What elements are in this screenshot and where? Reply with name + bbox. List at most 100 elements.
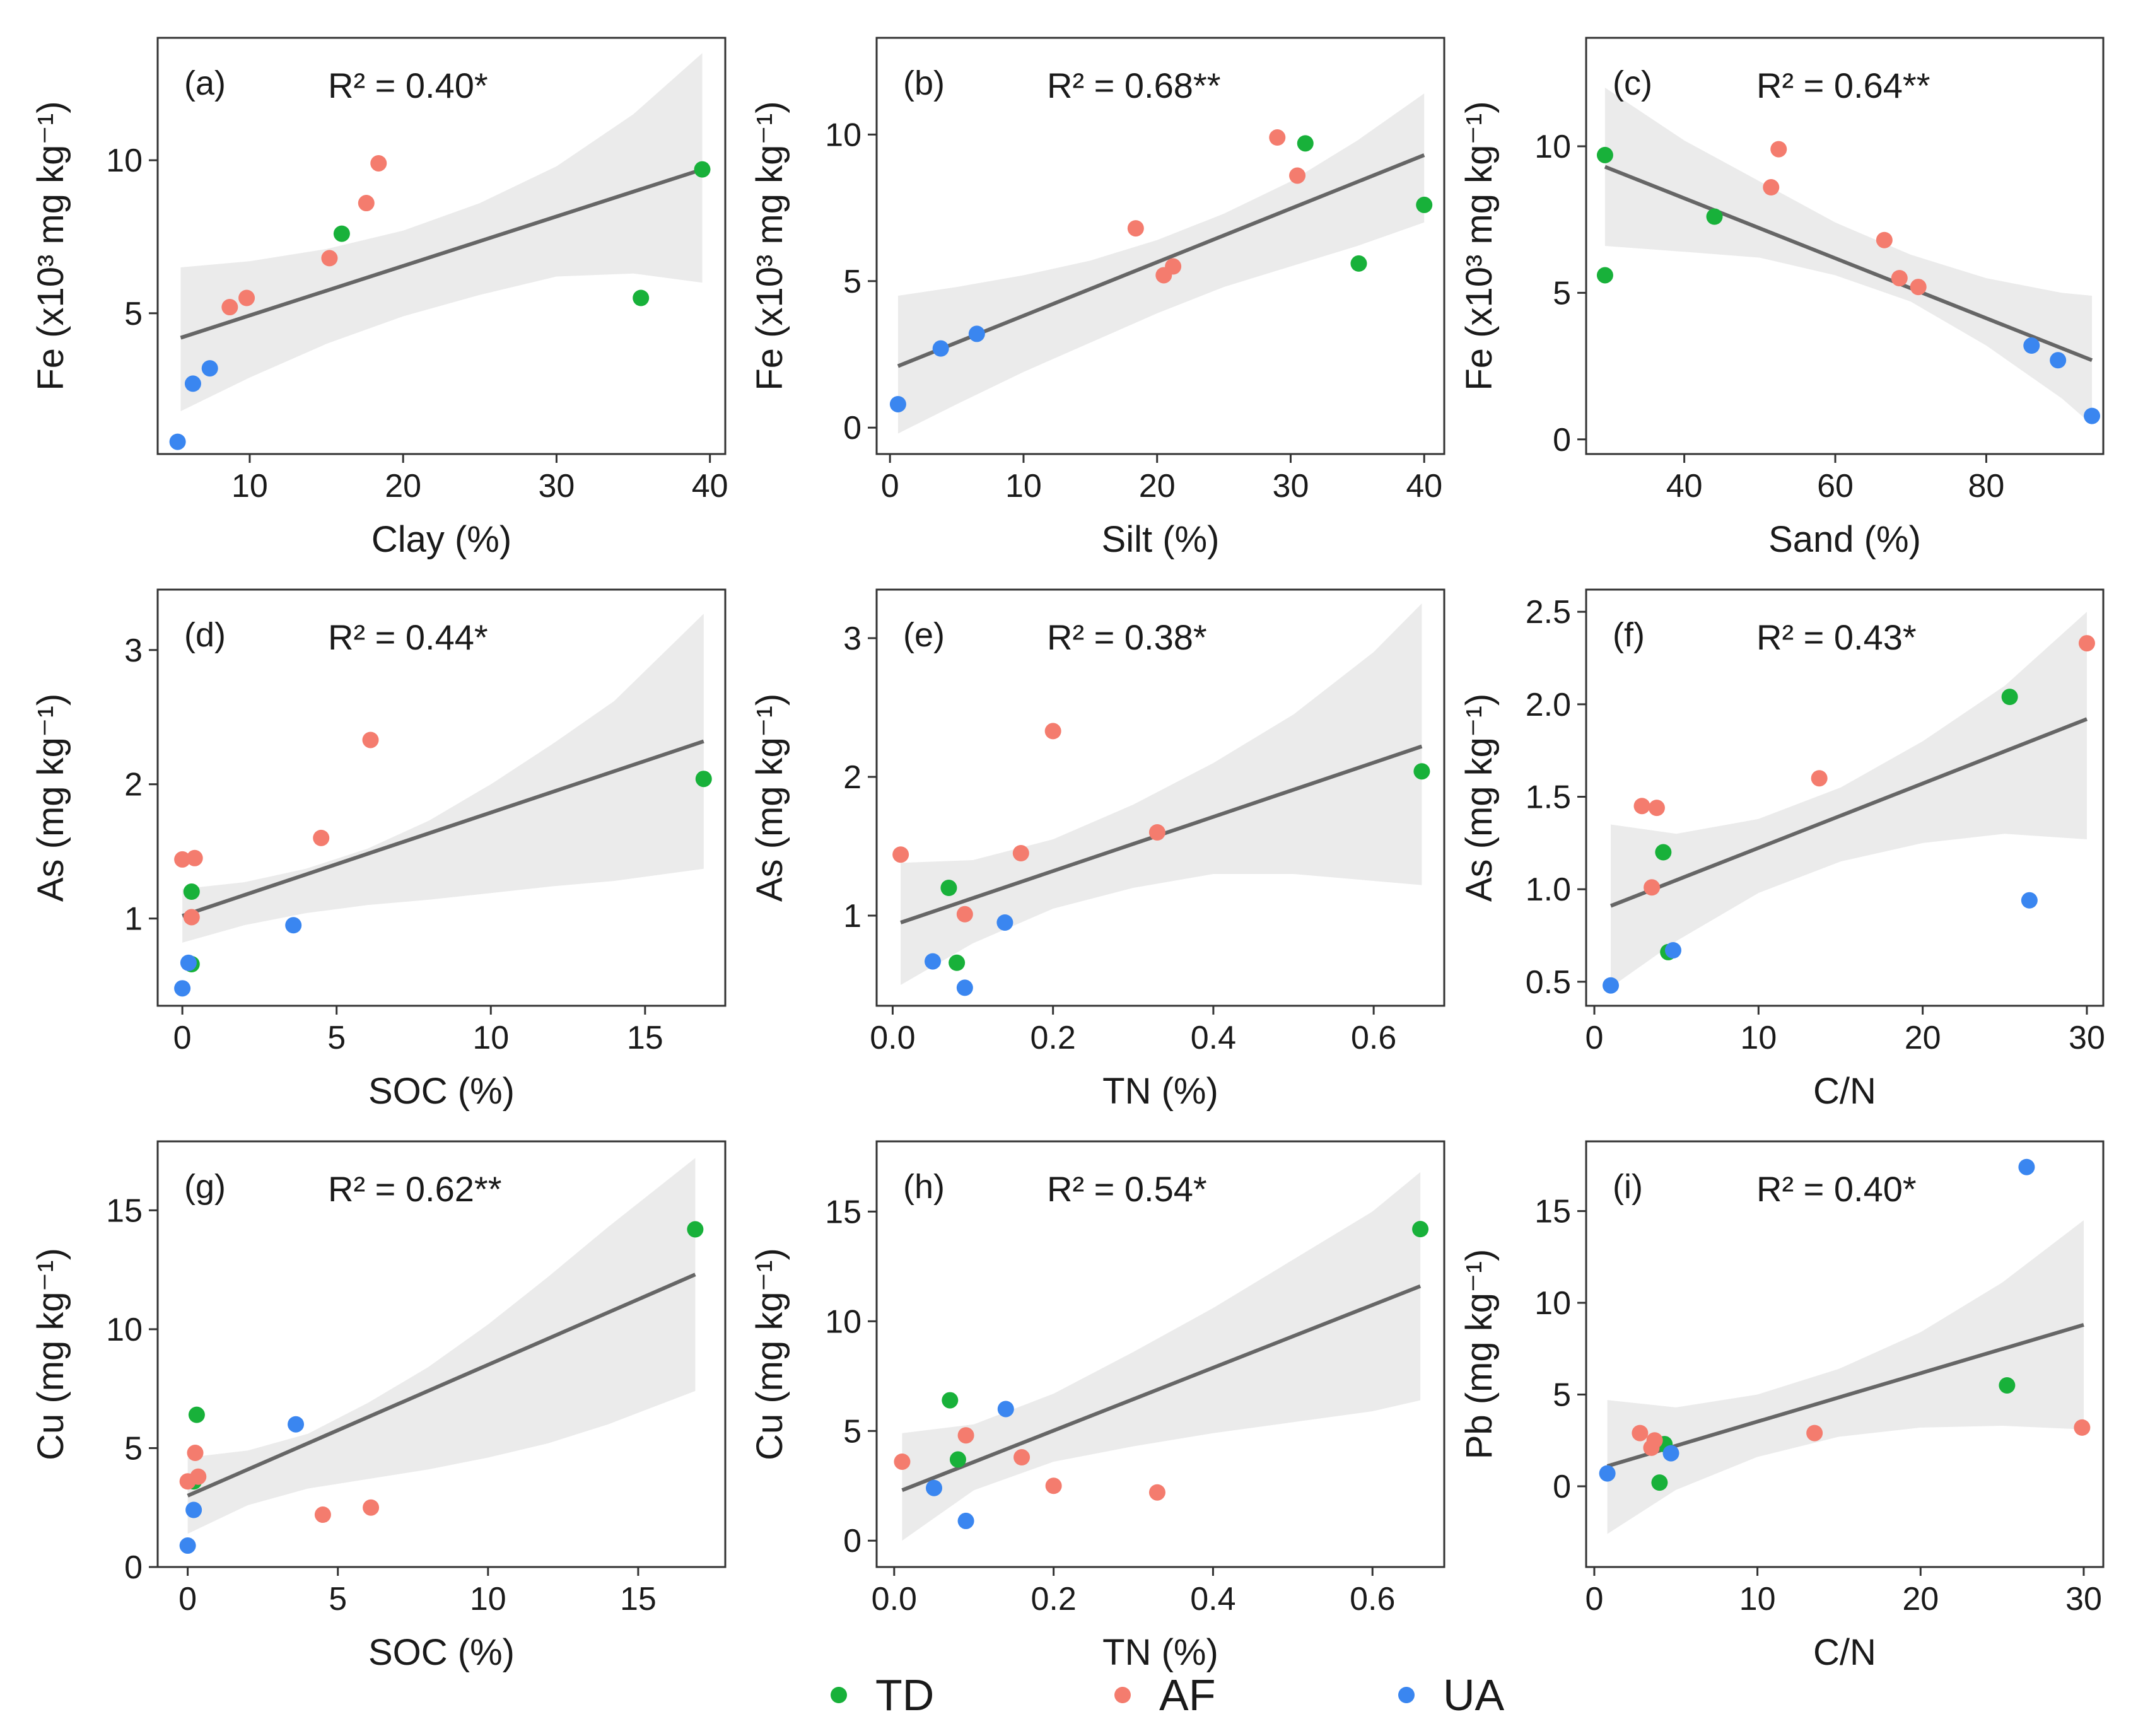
data-point-td: [1297, 135, 1314, 152]
x-tick-label: 30: [539, 468, 575, 504]
data-point-td: [949, 954, 966, 971]
data-point-af: [321, 250, 338, 267]
y-tick-label: 2.0: [1526, 687, 1571, 723]
y-tick-label: 10: [106, 143, 143, 179]
r-squared-label: R² = 0.62**: [328, 1169, 502, 1209]
y-tick-label: 0: [1553, 422, 1571, 458]
data-point-af: [2078, 635, 2095, 652]
y-tick-label: 2.5: [1526, 594, 1571, 631]
data-point-ua: [957, 1512, 974, 1529]
x-tick-label: 0: [1586, 1020, 1604, 1056]
x-tick-label: 20: [1905, 1020, 1941, 1056]
panel-label: (b): [903, 64, 945, 102]
y-tick-label: 5: [124, 1430, 143, 1467]
y-tick-label: 0: [843, 410, 861, 446]
data-point-td: [687, 1221, 704, 1238]
data-point-ua: [2021, 892, 2038, 909]
y-axis-title: As (mg kg⁻¹): [1459, 694, 1500, 902]
regression-line: [180, 167, 703, 340]
r-squared-label: R² = 0.38*: [1047, 617, 1207, 657]
plot-frame: [875, 37, 1445, 455]
confidence-band: [180, 53, 703, 412]
data-point-af: [1269, 129, 1286, 146]
data-point-ua: [201, 360, 218, 377]
data-point-ua: [926, 1479, 943, 1496]
panel-label: (i): [1613, 1168, 1643, 1206]
data-point-af: [221, 299, 238, 316]
data-point-td: [949, 1451, 966, 1468]
x-tick-label: 30: [1273, 468, 1309, 504]
y-tick-label: 1.0: [1526, 871, 1571, 908]
x-axis-title: C/N: [1813, 1071, 1876, 1112]
data-point-af: [1646, 1432, 1663, 1449]
data-point-af: [957, 1427, 974, 1444]
data-point-td: [1416, 196, 1433, 213]
data-point-af: [174, 851, 191, 868]
data-point-af: [1148, 1484, 1165, 1501]
y-tick-label: 0: [124, 1549, 143, 1586]
data-point-af: [1910, 279, 1927, 296]
data-point-af: [1770, 141, 1787, 158]
data-point-af: [1644, 879, 1661, 896]
plot-frame: [1585, 37, 2105, 455]
regression-line: [1606, 1323, 2084, 1468]
panel-label: (h): [903, 1168, 945, 1206]
panel-d: 0 5 10 15 1 2 3 SOC (%) As (mg kg⁻¹) (d) R² = 0.44…: [30, 588, 727, 1112]
legend-label: AF: [1159, 1670, 1215, 1720]
y-tick-label: 10: [106, 1312, 143, 1348]
x-tick-label: 40: [692, 468, 728, 504]
x-tick-label: 0.4: [1190, 1581, 1235, 1617]
r-squared-label: R² = 0.68**: [1047, 66, 1221, 105]
x-axis-title: TN (%): [1102, 1071, 1218, 1112]
panel-f: 0 10 20 30 0.5 1.0 1.5 2.0 2.5 C/N As (mg kg⁻¹) (f)…: [1459, 588, 2105, 1112]
r-squared-label: R² = 0.40*: [328, 66, 488, 105]
x-tick-label: 0: [173, 1020, 192, 1056]
data-point-af: [1012, 845, 1029, 861]
x-tick-label: 20: [385, 468, 421, 504]
x-tick-label: 60: [1817, 468, 1854, 504]
x-tick-label: 20: [1902, 1581, 1939, 1617]
data-point-af: [1876, 231, 1893, 248]
data-point-td: [2001, 689, 2018, 706]
y-tick-label: 0: [1553, 1469, 1571, 1505]
x-tick-label: 0: [1585, 1581, 1603, 1617]
data-point-td: [694, 161, 711, 178]
legend-item-af: AF: [1114, 1670, 1215, 1720]
data-point-ua: [1603, 977, 1620, 994]
regression-line: [897, 153, 1425, 368]
plot-frame: [156, 1140, 727, 1568]
x-tick-label: 0.6: [1350, 1581, 1395, 1617]
x-tick-label: 10: [472, 1020, 509, 1056]
data-point-ua: [1664, 942, 1681, 958]
y-tick-label: 2: [124, 767, 143, 803]
data-point-ua: [932, 340, 949, 357]
confidence-band: [902, 1172, 1421, 1541]
x-tick-label: 0.4: [1191, 1020, 1236, 1056]
data-point-af: [362, 731, 379, 749]
y-tick-label: 5: [124, 296, 143, 332]
x-tick-label: 40: [1666, 468, 1703, 504]
x-tick-label: 5: [329, 1581, 347, 1617]
confidence-band: [1611, 612, 2087, 987]
data-point-af: [1763, 179, 1780, 196]
y-tick-label: 2: [843, 759, 861, 796]
data-point-td: [1596, 267, 1613, 284]
y-axis-title: Fe (x10³ mg kg⁻¹): [30, 101, 71, 390]
y-tick-label: 3: [843, 620, 861, 657]
x-tick-label: 15: [620, 1581, 657, 1617]
legend-swatch: [831, 1687, 847, 1703]
x-axis-title: Silt (%): [1102, 519, 1220, 560]
confidence-band: [187, 1158, 696, 1534]
x-tick-label: 0.0: [870, 1020, 915, 1056]
legend-swatch: [1114, 1687, 1131, 1703]
x-axis-title: C/N: [1813, 1632, 1876, 1673]
x-tick-label: 0.0: [872, 1581, 917, 1617]
y-tick-label: 1.5: [1526, 779, 1571, 816]
data-point-td: [940, 880, 957, 896]
data-point-ua: [169, 433, 186, 450]
data-point-ua: [997, 1401, 1014, 1418]
x-axis-title: SOC (%): [368, 1071, 515, 1112]
data-point-af: [1648, 800, 1665, 817]
plot-frame: [1585, 1140, 2105, 1568]
